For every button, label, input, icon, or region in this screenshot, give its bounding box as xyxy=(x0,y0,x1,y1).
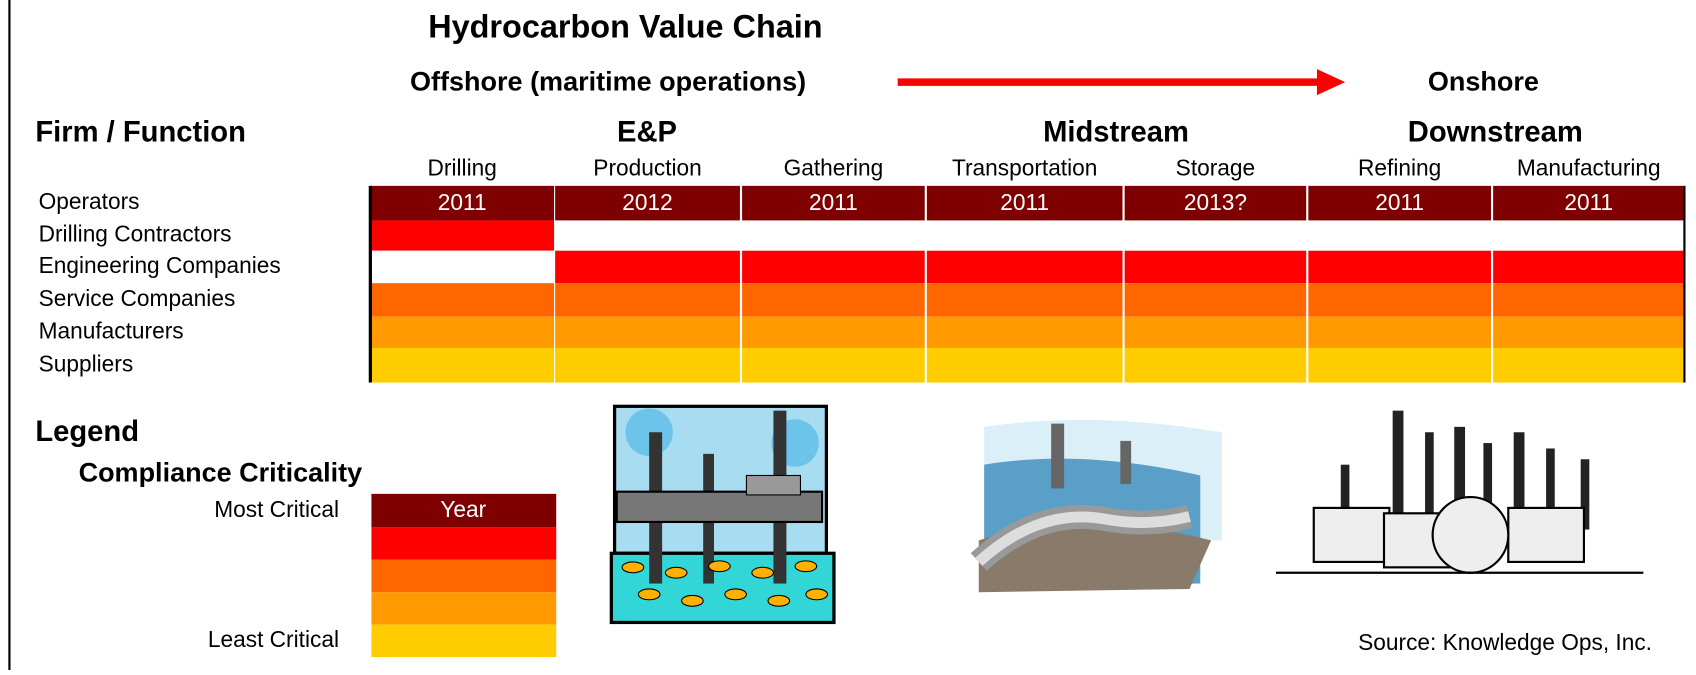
matrix-cell xyxy=(555,251,740,283)
function-label: Refining xyxy=(1358,155,1441,181)
matrix-cell xyxy=(370,251,554,283)
matrix-cell xyxy=(927,283,1123,317)
legend-year: Year xyxy=(440,496,486,522)
matrix-cell xyxy=(1308,251,1491,283)
matrix-cell xyxy=(742,251,925,283)
slide: Hydrocarbon Value Chain Offshore (mariti… xyxy=(0,0,1696,670)
legend-title: Legend xyxy=(35,416,139,448)
matrix-cell xyxy=(1493,348,1684,383)
legend-least: Least Critical xyxy=(208,626,339,652)
legend-swatch xyxy=(371,592,556,624)
matrix-cell xyxy=(1308,317,1491,348)
title: Hydrocarbon Value Chain xyxy=(428,9,822,45)
function-label: Drilling xyxy=(428,155,497,181)
matrix-cell xyxy=(1125,283,1307,317)
legend-most: Most Critical xyxy=(214,496,339,522)
matrix-cell xyxy=(927,317,1123,348)
offshore-label: Offshore (maritime operations) xyxy=(410,66,806,96)
function-label: Storage xyxy=(1176,155,1255,181)
matrix-cell xyxy=(742,220,925,250)
operator-year: 2011 xyxy=(1564,189,1613,215)
matrix-cell xyxy=(1308,348,1491,383)
stage-label: E&P xyxy=(617,117,677,149)
matrix-cell xyxy=(1308,220,1491,250)
legend-subtitle: Compliance Criticality xyxy=(79,458,363,488)
matrix-cell xyxy=(1125,348,1307,383)
firm-label: Manufacturers xyxy=(39,317,184,343)
matrix-cell xyxy=(742,317,925,348)
function-label: Gathering xyxy=(784,155,884,181)
operator-year: 2011 xyxy=(1375,189,1424,215)
source: Source: Knowledge Ops, Inc. xyxy=(1358,629,1652,655)
matrix-cell xyxy=(1125,317,1307,348)
matrix-cell xyxy=(1493,317,1684,348)
matrix-cell xyxy=(555,317,740,348)
matrix-cell xyxy=(1308,283,1491,317)
refinery-image xyxy=(1276,411,1643,573)
firm-label: Service Companies xyxy=(39,285,236,311)
row-header: Firm / Function xyxy=(35,117,246,149)
function-label: Manufacturing xyxy=(1517,155,1661,181)
matrix-cell xyxy=(370,283,554,317)
matrix-cell xyxy=(370,317,554,348)
matrix-cell xyxy=(555,283,740,317)
matrix-cell xyxy=(555,220,740,250)
operator-year: 2011 xyxy=(809,189,858,215)
legend-swatch xyxy=(371,625,556,657)
page: {"title": "Hydrocarbon Value Chain", "of… xyxy=(0,0,1696,670)
firm-label: Suppliers xyxy=(39,350,134,376)
arrow-head xyxy=(1317,69,1345,95)
matrix-cell xyxy=(927,348,1123,383)
operator-year: 2013? xyxy=(1184,189,1247,215)
stage-label: Downstream xyxy=(1408,117,1583,149)
matrix-cell xyxy=(1493,251,1684,283)
legend-swatch xyxy=(371,527,556,559)
matrix-cell xyxy=(927,220,1123,250)
onshore-label: Onshore xyxy=(1428,66,1539,96)
function-label: Transportation xyxy=(952,155,1097,181)
function-label: Production xyxy=(593,155,701,181)
firm-label: Operators xyxy=(39,188,140,214)
matrix-cell xyxy=(927,251,1123,283)
operator-year: 2011 xyxy=(1000,189,1049,215)
matrix-cell xyxy=(1493,283,1684,317)
matrix-cell xyxy=(742,283,925,317)
firm-label: Drilling Contractors xyxy=(39,221,232,247)
matrix-cell xyxy=(1125,251,1307,283)
matrix-cell xyxy=(555,348,740,383)
matrix-cell xyxy=(1493,220,1684,250)
matrix-cell xyxy=(370,348,554,383)
pipeline-image xyxy=(979,420,1222,592)
operator-year: 2011 xyxy=(438,189,487,215)
matrix-cell xyxy=(1125,220,1307,250)
legend-swatch xyxy=(371,560,556,592)
offshore-rig-image xyxy=(611,406,834,622)
firm-label: Engineering Companies xyxy=(39,252,281,278)
stage-label: Midstream xyxy=(1043,117,1189,149)
matrix-cell xyxy=(370,220,554,250)
operator-year: 2012 xyxy=(622,189,672,215)
matrix-cell xyxy=(742,348,925,383)
